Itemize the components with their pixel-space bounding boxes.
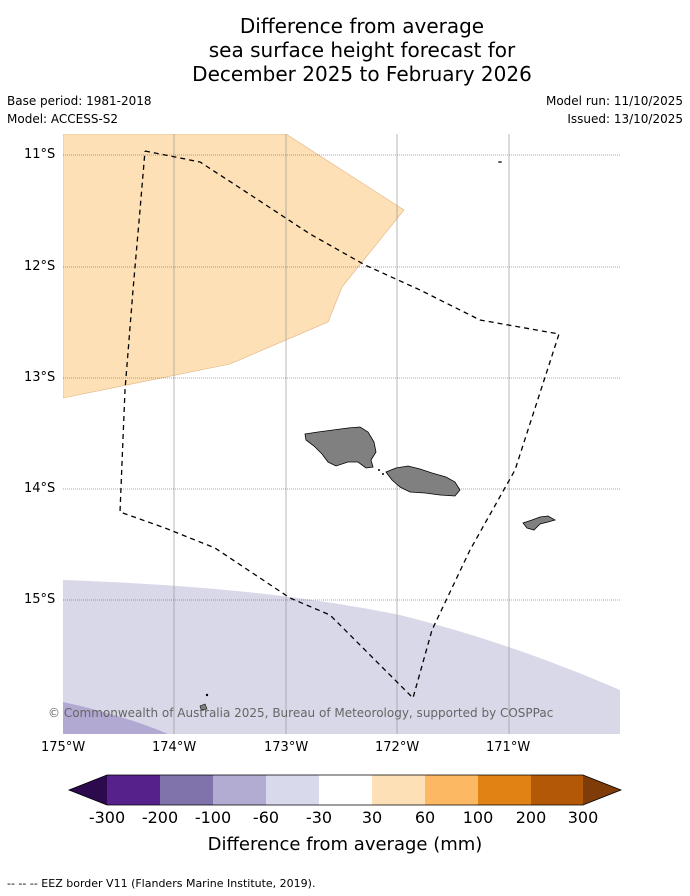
- lon-grid-lines: [173, 134, 510, 734]
- colorbar-segment-4: [266, 775, 319, 805]
- colorbar-title: Difference from average (mm): [207, 834, 483, 855]
- colorbar-label-neg300: -300: [88, 808, 126, 827]
- colorbar-label-200: 200: [515, 808, 547, 827]
- lat-grid-lines: [63, 154, 620, 601]
- island-savaii: [304, 426, 377, 469]
- colorbar-label-neg200: -200: [141, 808, 179, 827]
- colorbar-segment-9: [531, 775, 583, 805]
- lon-tick-175w: 175°W: [41, 740, 86, 755]
- map-credit: © Commonwealth of Australia 2025, Bureau…: [48, 706, 554, 720]
- colorbar-segment-6: [372, 775, 425, 805]
- colorbar-outline: [67, 774, 623, 806]
- islet-southwest: [199, 703, 208, 711]
- eez-legend-note: -- -- -- EEZ border V11 (Flanders Marine…: [7, 877, 316, 890]
- colorbar-segment-3: [213, 775, 266, 805]
- issued-label: Issued: 13/10/2025: [567, 112, 683, 126]
- colorbar: [67, 774, 623, 806]
- colorbar-segment-min-extend: [69, 775, 107, 805]
- eez-border: [119, 150, 560, 700]
- colorbar-segment-1: [107, 775, 160, 805]
- colorbar-segment-max-extend: [583, 775, 621, 805]
- lat-tick-15s: 15°S: [24, 592, 56, 607]
- colorbar-segment-8: [478, 775, 531, 805]
- lat-tick-13s: 13°S: [24, 370, 56, 385]
- lon-tick-172w: 172°W: [375, 740, 420, 755]
- title-line-3: December 2025 to February 2026: [192, 62, 532, 86]
- lon-tick-174w: 174°W: [152, 740, 197, 755]
- title-line-1: Difference from average: [239, 14, 485, 38]
- colorbar-label-100: 100: [462, 808, 494, 827]
- colorbar-label-300: 300: [567, 808, 599, 827]
- colorbar-segment-7: [425, 775, 478, 805]
- colorbar-label-neg100: -100: [194, 808, 232, 827]
- colorbar-label-neg60: -60: [252, 808, 280, 827]
- lon-tick-173w: 173°W: [264, 740, 309, 755]
- colorbar-segment-5: [319, 775, 372, 805]
- colorbar-label-30: 30: [361, 808, 383, 827]
- lat-tick-12s: 12°S: [24, 259, 56, 274]
- islet-southwest-small: [205, 693, 209, 697]
- model-label: Model: ACCESS-S2: [7, 112, 119, 126]
- lon-tick-171w: 171°W: [486, 740, 531, 755]
- model-run-label: Model run: 11/10/2025: [545, 94, 683, 108]
- islet-manono: [378, 469, 380, 471]
- lat-tick-11s: 11°S: [24, 147, 56, 162]
- colorbar-label-60: 60: [414, 808, 436, 827]
- anomaly-region-negative: [63, 580, 620, 734]
- island-tutuila: [522, 515, 557, 531]
- colorbar-label-neg30: -30: [305, 808, 333, 827]
- colorbar-segment-2: [160, 775, 213, 805]
- islet-north: [498, 161, 502, 163]
- anomaly-region-strong-negative: [63, 702, 168, 734]
- islet-apolima: [382, 473, 384, 475]
- title-line-2: sea surface height forecast for: [208, 38, 516, 62]
- anomaly-region-positive: [63, 134, 405, 399]
- lat-tick-14s: 14°S: [24, 481, 56, 496]
- base-period-label: Base period: 1981-2018: [7, 94, 152, 108]
- island-upolu: [385, 465, 461, 497]
- chart-title: Difference from average sea surface heig…: [0, 14, 690, 86]
